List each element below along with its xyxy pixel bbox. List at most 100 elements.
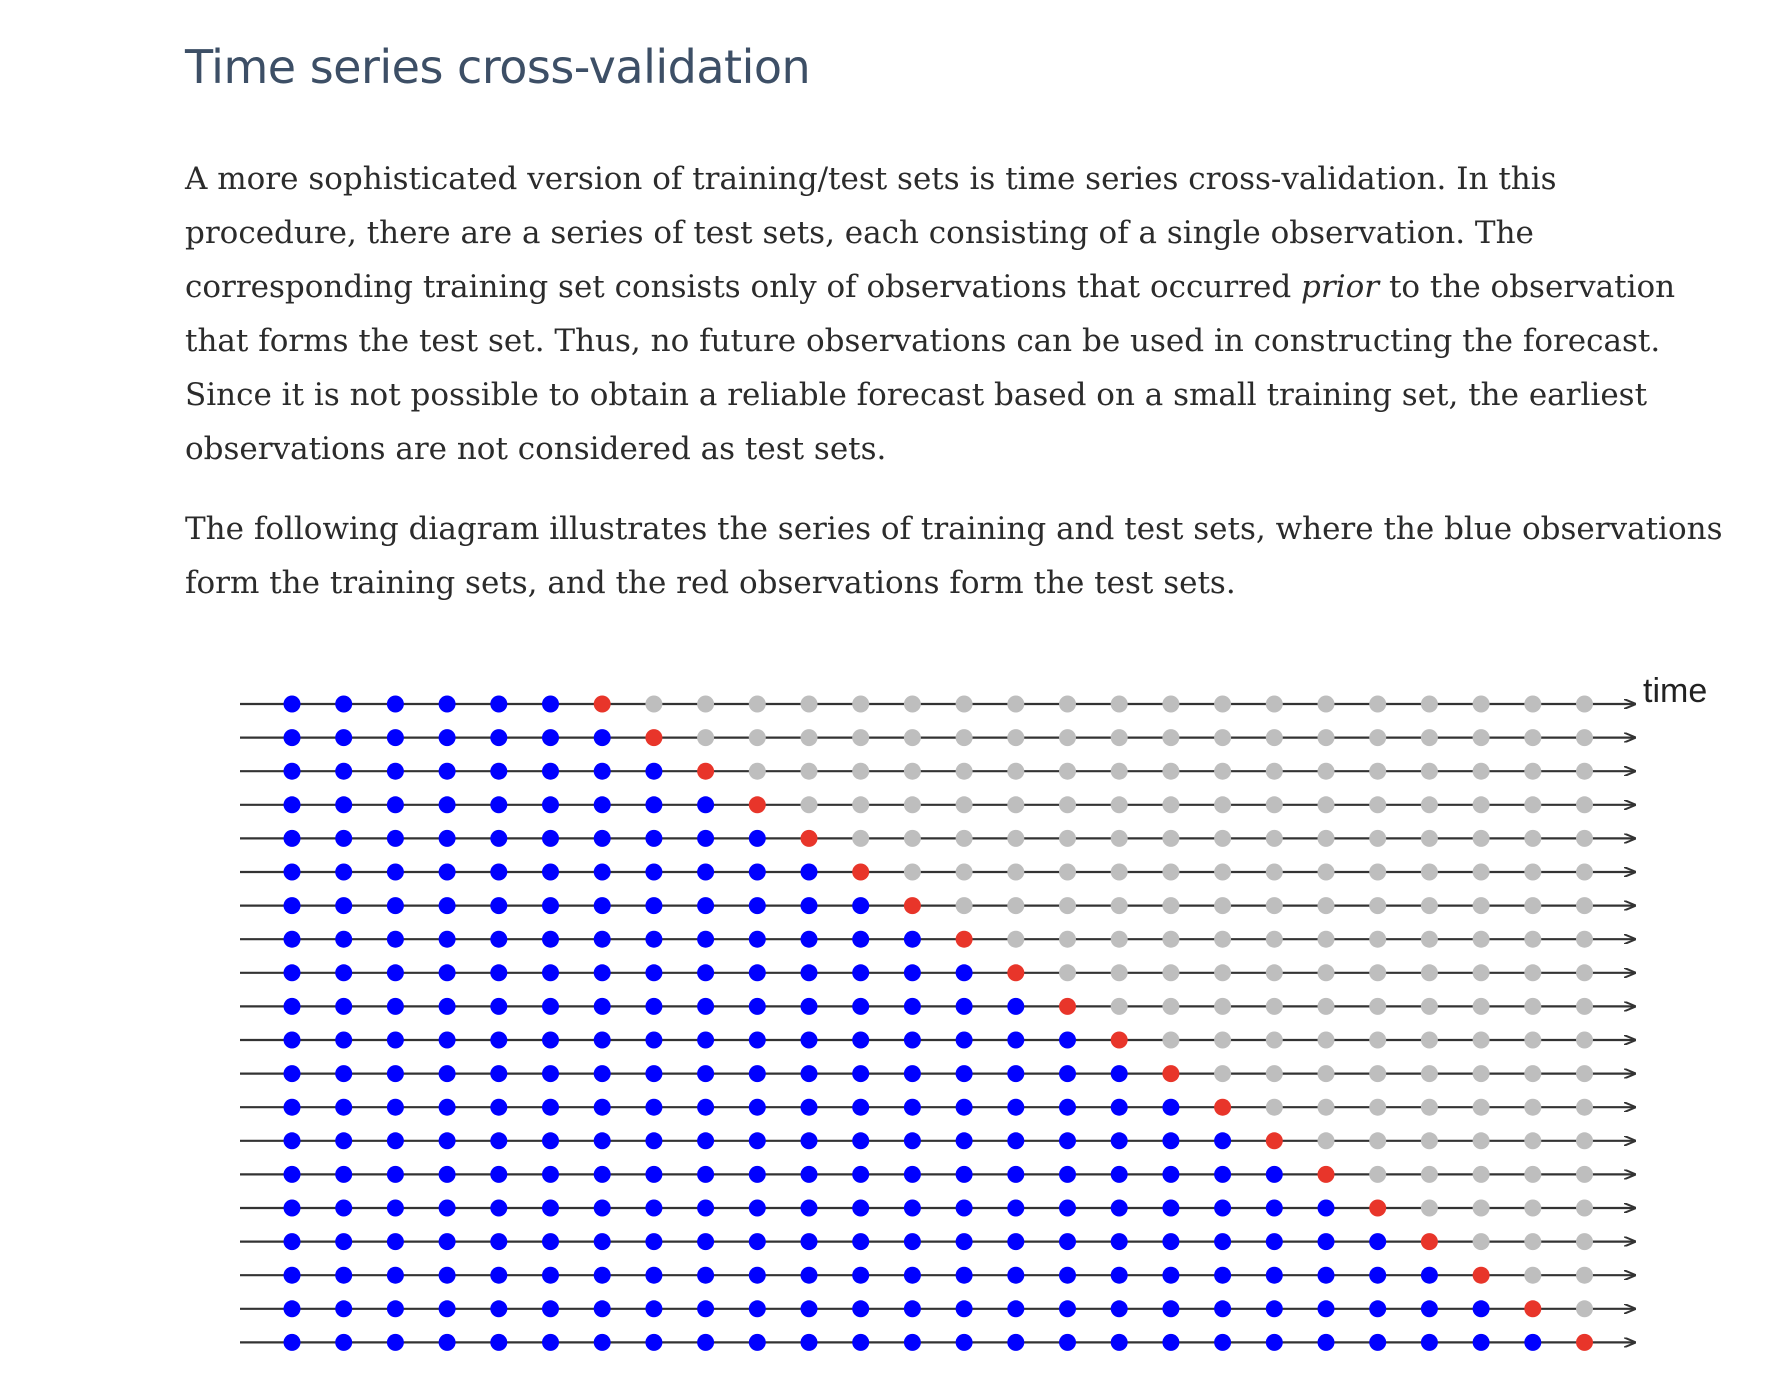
training-observation-point: [748, 1065, 766, 1083]
unused-observation-point: [1472, 1132, 1490, 1150]
unused-observation-point: [1472, 1065, 1490, 1083]
training-observation-point: [903, 1199, 921, 1217]
training-observation-point: [1420, 1300, 1438, 1318]
unused-observation-point: [1265, 897, 1283, 915]
training-observation-point: [542, 930, 559, 948]
unused-observation-point: [1576, 863, 1593, 881]
split-row: [240, 1065, 1635, 1083]
unused-observation-point: [1214, 796, 1232, 814]
unused-observation-point: [1007, 796, 1025, 814]
training-observation-point: [335, 897, 353, 915]
unused-observation-point: [1420, 1165, 1438, 1183]
training-observation-point: [1317, 1233, 1335, 1251]
training-observation-point: [800, 1233, 818, 1251]
training-observation-point: [542, 1266, 559, 1284]
training-observation-point: [1214, 1333, 1232, 1351]
training-observation-point: [852, 1266, 870, 1284]
training-observation-point: [386, 1065, 404, 1083]
unused-observation-point: [1524, 1031, 1542, 1049]
unused-observation-point: [1420, 997, 1438, 1015]
test-observation-point: [903, 897, 921, 915]
test-observation-point: [1420, 1233, 1438, 1251]
unused-observation-point: [1369, 997, 1387, 1015]
unused-observation-point: [1110, 863, 1128, 881]
training-observation-point: [283, 1333, 301, 1351]
training-observation-point: [335, 729, 353, 747]
training-observation-point: [593, 1065, 611, 1083]
training-observation-point: [490, 1031, 508, 1049]
training-observation-point: [1059, 1065, 1076, 1083]
training-observation-point: [490, 1098, 508, 1116]
unused-observation-point: [1420, 863, 1438, 881]
unused-observation-point: [955, 897, 973, 915]
training-observation-point: [490, 964, 508, 982]
training-observation-point: [593, 796, 611, 814]
unused-observation-point: [1420, 964, 1438, 982]
test-observation-point: [697, 762, 715, 780]
training-observation-point: [490, 729, 508, 747]
unused-observation-point: [645, 695, 663, 713]
training-observation-point: [1162, 1199, 1180, 1217]
unused-observation-point: [1420, 829, 1438, 847]
training-observation-point: [542, 796, 559, 814]
training-observation-point: [903, 997, 921, 1015]
unused-observation-point: [1059, 829, 1076, 847]
training-observation-point: [697, 930, 715, 948]
training-observation-point: [697, 796, 715, 814]
unused-observation-point: [1576, 829, 1593, 847]
training-observation-point: [490, 829, 508, 847]
training-observation-point: [490, 1199, 508, 1217]
training-observation-point: [283, 1233, 301, 1251]
unused-observation-point: [1472, 695, 1490, 713]
unused-observation-point: [1472, 997, 1490, 1015]
training-observation-point: [1214, 1300, 1232, 1318]
unused-observation-point: [1110, 997, 1128, 1015]
training-observation-point: [283, 964, 301, 982]
training-observation-point: [1110, 1165, 1128, 1183]
training-observation-point: [593, 964, 611, 982]
unused-observation-point: [1110, 729, 1128, 747]
cross-validation-diagram: time: [225, 660, 1735, 1360]
training-observation-point: [386, 1233, 404, 1251]
training-observation-point: [542, 1300, 559, 1318]
article-content: Time series cross-validation A more soph…: [185, 0, 1725, 610]
training-observation-point: [542, 863, 559, 881]
training-observation-point: [438, 1098, 456, 1116]
unused-observation-point: [800, 729, 818, 747]
training-observation-point: [335, 1300, 353, 1318]
unused-observation-point: [1524, 695, 1542, 713]
training-observation-point: [386, 729, 404, 747]
training-observation-point: [1214, 1132, 1232, 1150]
training-observation-point: [1317, 1300, 1335, 1318]
test-observation-point: [800, 829, 818, 847]
training-observation-point: [645, 1266, 663, 1284]
training-observation-point: [542, 1098, 559, 1116]
training-observation-point: [955, 1065, 973, 1083]
training-observation-point: [852, 997, 870, 1015]
test-observation-point: [1059, 997, 1076, 1015]
training-observation-point: [748, 930, 766, 948]
training-observation-point: [852, 1300, 870, 1318]
training-observation-point: [1265, 1199, 1283, 1217]
training-observation-point: [1162, 1266, 1180, 1284]
unused-observation-point: [1265, 729, 1283, 747]
training-observation-point: [1007, 1165, 1025, 1183]
training-observation-point: [748, 1098, 766, 1116]
training-observation-point: [542, 997, 559, 1015]
unused-observation-point: [1576, 997, 1593, 1015]
unused-observation-point: [903, 695, 921, 713]
training-observation-point: [1317, 1266, 1335, 1284]
unused-observation-point: [1162, 1031, 1180, 1049]
unused-observation-point: [1420, 796, 1438, 814]
training-observation-point: [283, 829, 301, 847]
test-observation-point: [1110, 1031, 1128, 1049]
training-observation-point: [283, 930, 301, 948]
unused-observation-point: [1317, 1132, 1335, 1150]
training-observation-point: [386, 897, 404, 915]
training-observation-point: [593, 997, 611, 1015]
unused-observation-point: [1265, 1031, 1283, 1049]
unused-observation-point: [1265, 997, 1283, 1015]
split-row: [240, 1098, 1635, 1116]
training-observation-point: [1265, 1266, 1283, 1284]
unused-observation-point: [1576, 1031, 1593, 1049]
